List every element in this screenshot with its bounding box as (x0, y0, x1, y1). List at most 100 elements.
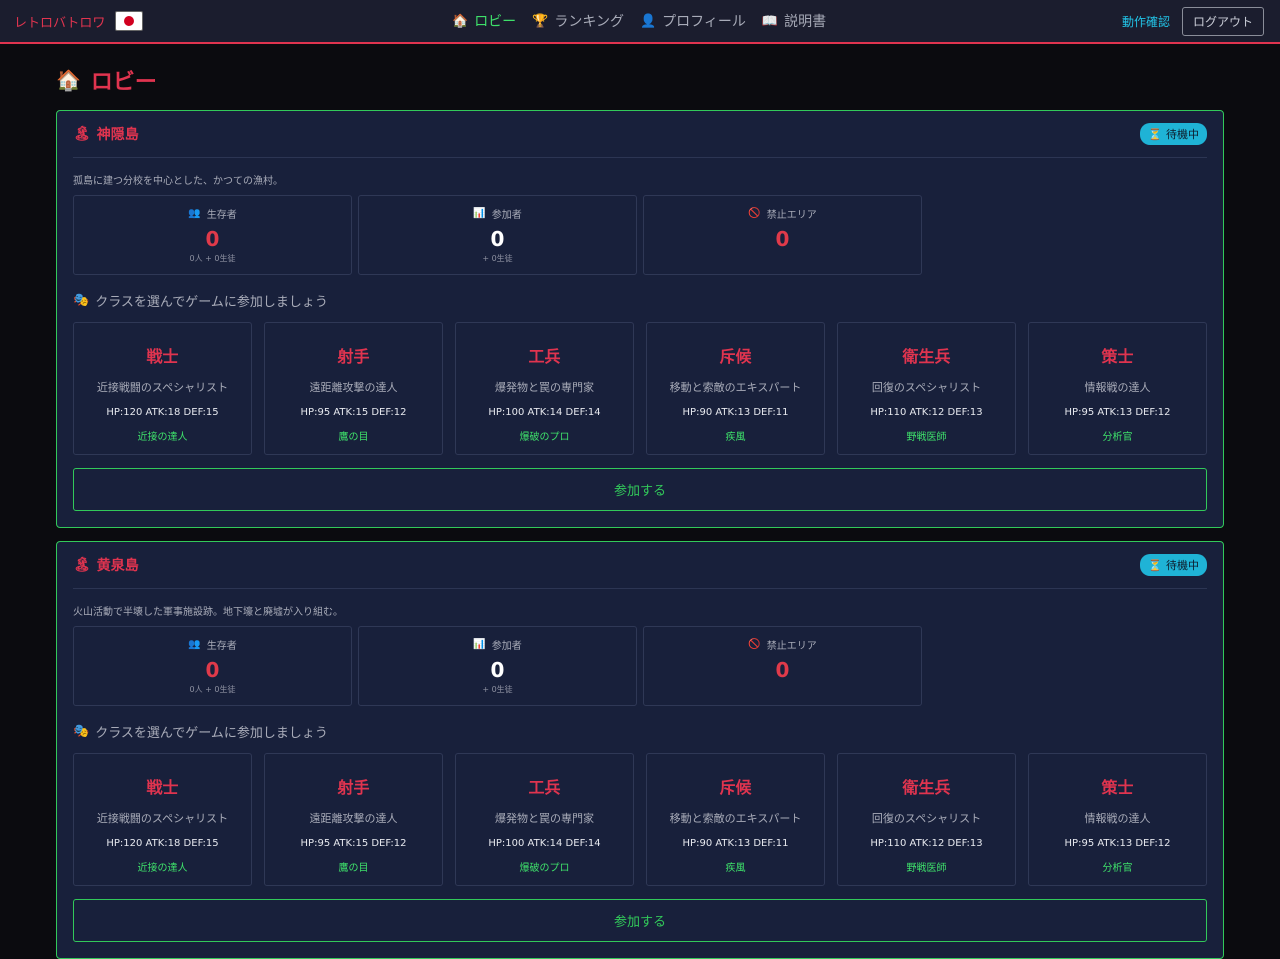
class-stats: HP:95 ATK:15 DEF:12 (300, 838, 407, 849)
class-stats: HP:95 ATK:15 DEF:12 (300, 407, 407, 418)
class-stats: HP:120 ATK:18 DEF:15 (106, 407, 219, 418)
class-card[interactable]: 射手 遠距離攻撃の達人 HP:95 ATK:15 DEF:12 鷹の目 (264, 322, 443, 455)
class-description: 遠距離攻撃の達人 (309, 812, 398, 825)
status-badge: ⏳ 待機中 (1140, 554, 1207, 576)
stat-sub: 0人 + 0生徒 (189, 254, 236, 263)
island-icon: 🏝 (73, 126, 91, 142)
house-icon: 🏠 (452, 13, 469, 29)
stat-label-text: 生存者 (206, 641, 237, 652)
main-nav: 🏠 ロビー 🏆 ランキング 👤 プロフィール 📖 説明書 (452, 0, 826, 42)
class-card[interactable]: 射手 遠距離攻撃の達人 HP:95 ATK:15 DEF:12 鷹の目 (264, 753, 443, 886)
participants-stat: 📊 参加者 0 + 0生徒 (358, 626, 637, 706)
logout-button[interactable]: ログアウト (1181, 6, 1264, 36)
nav-item-manual[interactable]: 📖 説明書 (762, 11, 826, 31)
island-stats: 👥 生存者 0 0人 + 0生徒 📊 参加者 0 + 0生徒 🚫 禁止エリア (73, 195, 1207, 275)
class-card[interactable]: 工兵 爆発物と罠の専門家 HP:100 ATK:14 DEF:14 爆破のプロ (455, 753, 634, 886)
house-icon: 🏠 (56, 68, 81, 92)
class-card[interactable]: 衛生兵 回復のスペシャリスト HP:110 ATK:12 DEF:13 野戦医師 (837, 753, 1016, 886)
hourglass-icon: ⏳ (1148, 558, 1162, 572)
nav-label: ランキング (554, 14, 624, 30)
class-description: 近接戦闘のスペシャリスト (96, 381, 229, 394)
nav-item-lobby[interactable]: 🏠 ロビー (452, 11, 516, 31)
nav-label: ロビー (474, 14, 517, 30)
participants-stat: 📊 参加者 0 + 0生徒 (358, 195, 637, 275)
nav-label: プロフィール (662, 14, 746, 30)
class-skill: 近接の達人 (137, 863, 188, 874)
class-card[interactable]: 衛生兵 回復のスペシャリスト HP:110 ATK:12 DEF:13 野戦医師 (837, 322, 1016, 455)
class-name: 策士 (1101, 778, 1134, 797)
class-list: 戦士 近接戦闘のスペシャリスト HP:120 ATK:18 DEF:15 近接の… (73, 322, 1207, 455)
class-stats: HP:95 ATK:13 DEF:12 (1064, 838, 1171, 849)
brand-name[interactable]: レトロバトロワ (14, 15, 106, 31)
island-name: 🏝 黄泉島 (73, 555, 139, 575)
class-name: 衛生兵 (902, 347, 951, 366)
class-name: 戦士 (146, 778, 179, 797)
island-header: 🏝 黄泉島 ⏳ 待機中 (73, 542, 1207, 589)
header-actions: 動作確認 ログアウト (1122, 0, 1264, 42)
theater-masks-icon: 🎭 (73, 293, 90, 308)
class-name: 射手 (337, 778, 370, 797)
no-entry-icon: 🚫 (748, 208, 761, 219)
class-stats: HP:110 ATK:12 DEF:13 (870, 838, 983, 849)
class-stats: HP:95 ATK:13 DEF:12 (1064, 407, 1171, 418)
island-stats: 👥 生存者 0 0人 + 0生徒 📊 参加者 0 + 0生徒 🚫 禁止エリア (73, 626, 1207, 706)
class-select-prompt-text: クラスを選んでゲームに参加しましょう (95, 295, 328, 310)
class-stats: HP:100 ATK:14 DEF:14 (488, 838, 601, 849)
class-description: 回復のスペシャリスト (871, 381, 982, 394)
class-skill: 鷹の目 (338, 432, 369, 443)
stat-label: 🚫 禁止エリア (644, 206, 921, 221)
class-card[interactable]: 戦士 近接戦闘のスペシャリスト HP:120 ATK:18 DEF:15 近接の… (73, 753, 252, 886)
users-icon: 👥 (188, 639, 201, 650)
class-select-prompt-text: クラスを選んでゲームに参加しましょう (95, 726, 328, 741)
class-skill: 爆破のプロ (519, 863, 570, 874)
class-stats: HP:120 ATK:18 DEF:15 (106, 838, 219, 849)
join-button[interactable]: 参加する (73, 468, 1207, 511)
class-list: 戦士 近接戦闘のスペシャリスト HP:120 ATK:18 DEF:15 近接の… (73, 753, 1207, 886)
nav-item-profile[interactable]: 👤 プロフィール (640, 11, 746, 31)
nav-label: 説明書 (784, 14, 827, 30)
stat-label-text: 禁止エリア (766, 210, 817, 221)
class-card[interactable]: 戦士 近接戦闘のスペシャリスト HP:120 ATK:18 DEF:15 近接の… (73, 322, 252, 455)
island-icon: 🏝 (73, 557, 91, 573)
class-skill: 疾風 (725, 863, 746, 874)
user-icon: 👤 (639, 13, 657, 29)
survivors-stat: 👥 生存者 0 0人 + 0生徒 (73, 195, 352, 275)
stat-label-text: 生存者 (206, 210, 237, 221)
survivors-stat: 👥 生存者 0 0人 + 0生徒 (73, 626, 352, 706)
class-name: 戦士 (146, 347, 179, 366)
book-icon: 📖 (761, 13, 779, 29)
lobby-page: 🏠 ロビー 🏝 神隠島 ⏳ 待機中 孤島に建つ分校を中心とした、かつての漁村。 … (0, 44, 1280, 959)
join-button[interactable]: 参加する (73, 899, 1207, 942)
class-description: 遠距離攻撃の達人 (309, 381, 398, 394)
class-description: 移動と索敵のエキスパート (669, 381, 802, 394)
class-card[interactable]: 策士 情報戦の達人 HP:95 ATK:13 DEF:12 分析官 (1028, 753, 1207, 886)
japan-flag-icon[interactable] (115, 11, 144, 31)
forbidden-area-stat: 🚫 禁止エリア 0 (643, 626, 922, 706)
island-card: 🏝 神隠島 ⏳ 待機中 孤島に建つ分校を中心とした、かつての漁村。 👥 生存者 … (56, 110, 1224, 528)
class-name: 射手 (337, 347, 370, 366)
class-card[interactable]: 斥候 移動と索敵のエキスパート HP:90 ATK:13 DEF:11 疾風 (646, 753, 825, 886)
class-name: 工兵 (528, 347, 561, 366)
nav-item-ranking[interactable]: 🏆 ランキング (532, 11, 624, 31)
class-card[interactable]: 斥候 移動と索敵のエキスパート HP:90 ATK:13 DEF:11 疾風 (646, 322, 825, 455)
class-name: 斥候 (719, 778, 752, 797)
class-skill: 分析官 (1102, 432, 1133, 443)
class-card[interactable]: 策士 情報戦の達人 HP:95 ATK:13 DEF:12 分析官 (1028, 322, 1207, 455)
trophy-icon: 🏆 (532, 13, 549, 29)
operation-check-link[interactable]: 動作確認 (1121, 14, 1170, 29)
class-stats: HP:90 ATK:13 DEF:11 (682, 838, 789, 849)
class-stats: HP:90 ATK:13 DEF:11 (682, 407, 789, 418)
stat-label: 👥 生存者 (74, 206, 351, 221)
users-icon: 👥 (188, 208, 201, 219)
class-skill: 野戦医師 (906, 432, 947, 443)
stat-label-text: 参加者 (491, 641, 522, 652)
island-name-text: 黄泉島 (96, 558, 139, 574)
status-text: 待機中 (1166, 559, 1199, 572)
class-skill: 野戦医師 (906, 863, 947, 874)
class-card[interactable]: 工兵 爆発物と罠の専門家 HP:100 ATK:14 DEF:14 爆破のプロ (455, 322, 634, 455)
stat-value: 0 (775, 658, 790, 682)
stat-label-text: 参加者 (491, 210, 522, 221)
stat-sub: + 0生徒 (482, 685, 513, 694)
class-skill: 鷹の目 (338, 863, 369, 874)
class-skill: 近接の達人 (137, 432, 188, 443)
